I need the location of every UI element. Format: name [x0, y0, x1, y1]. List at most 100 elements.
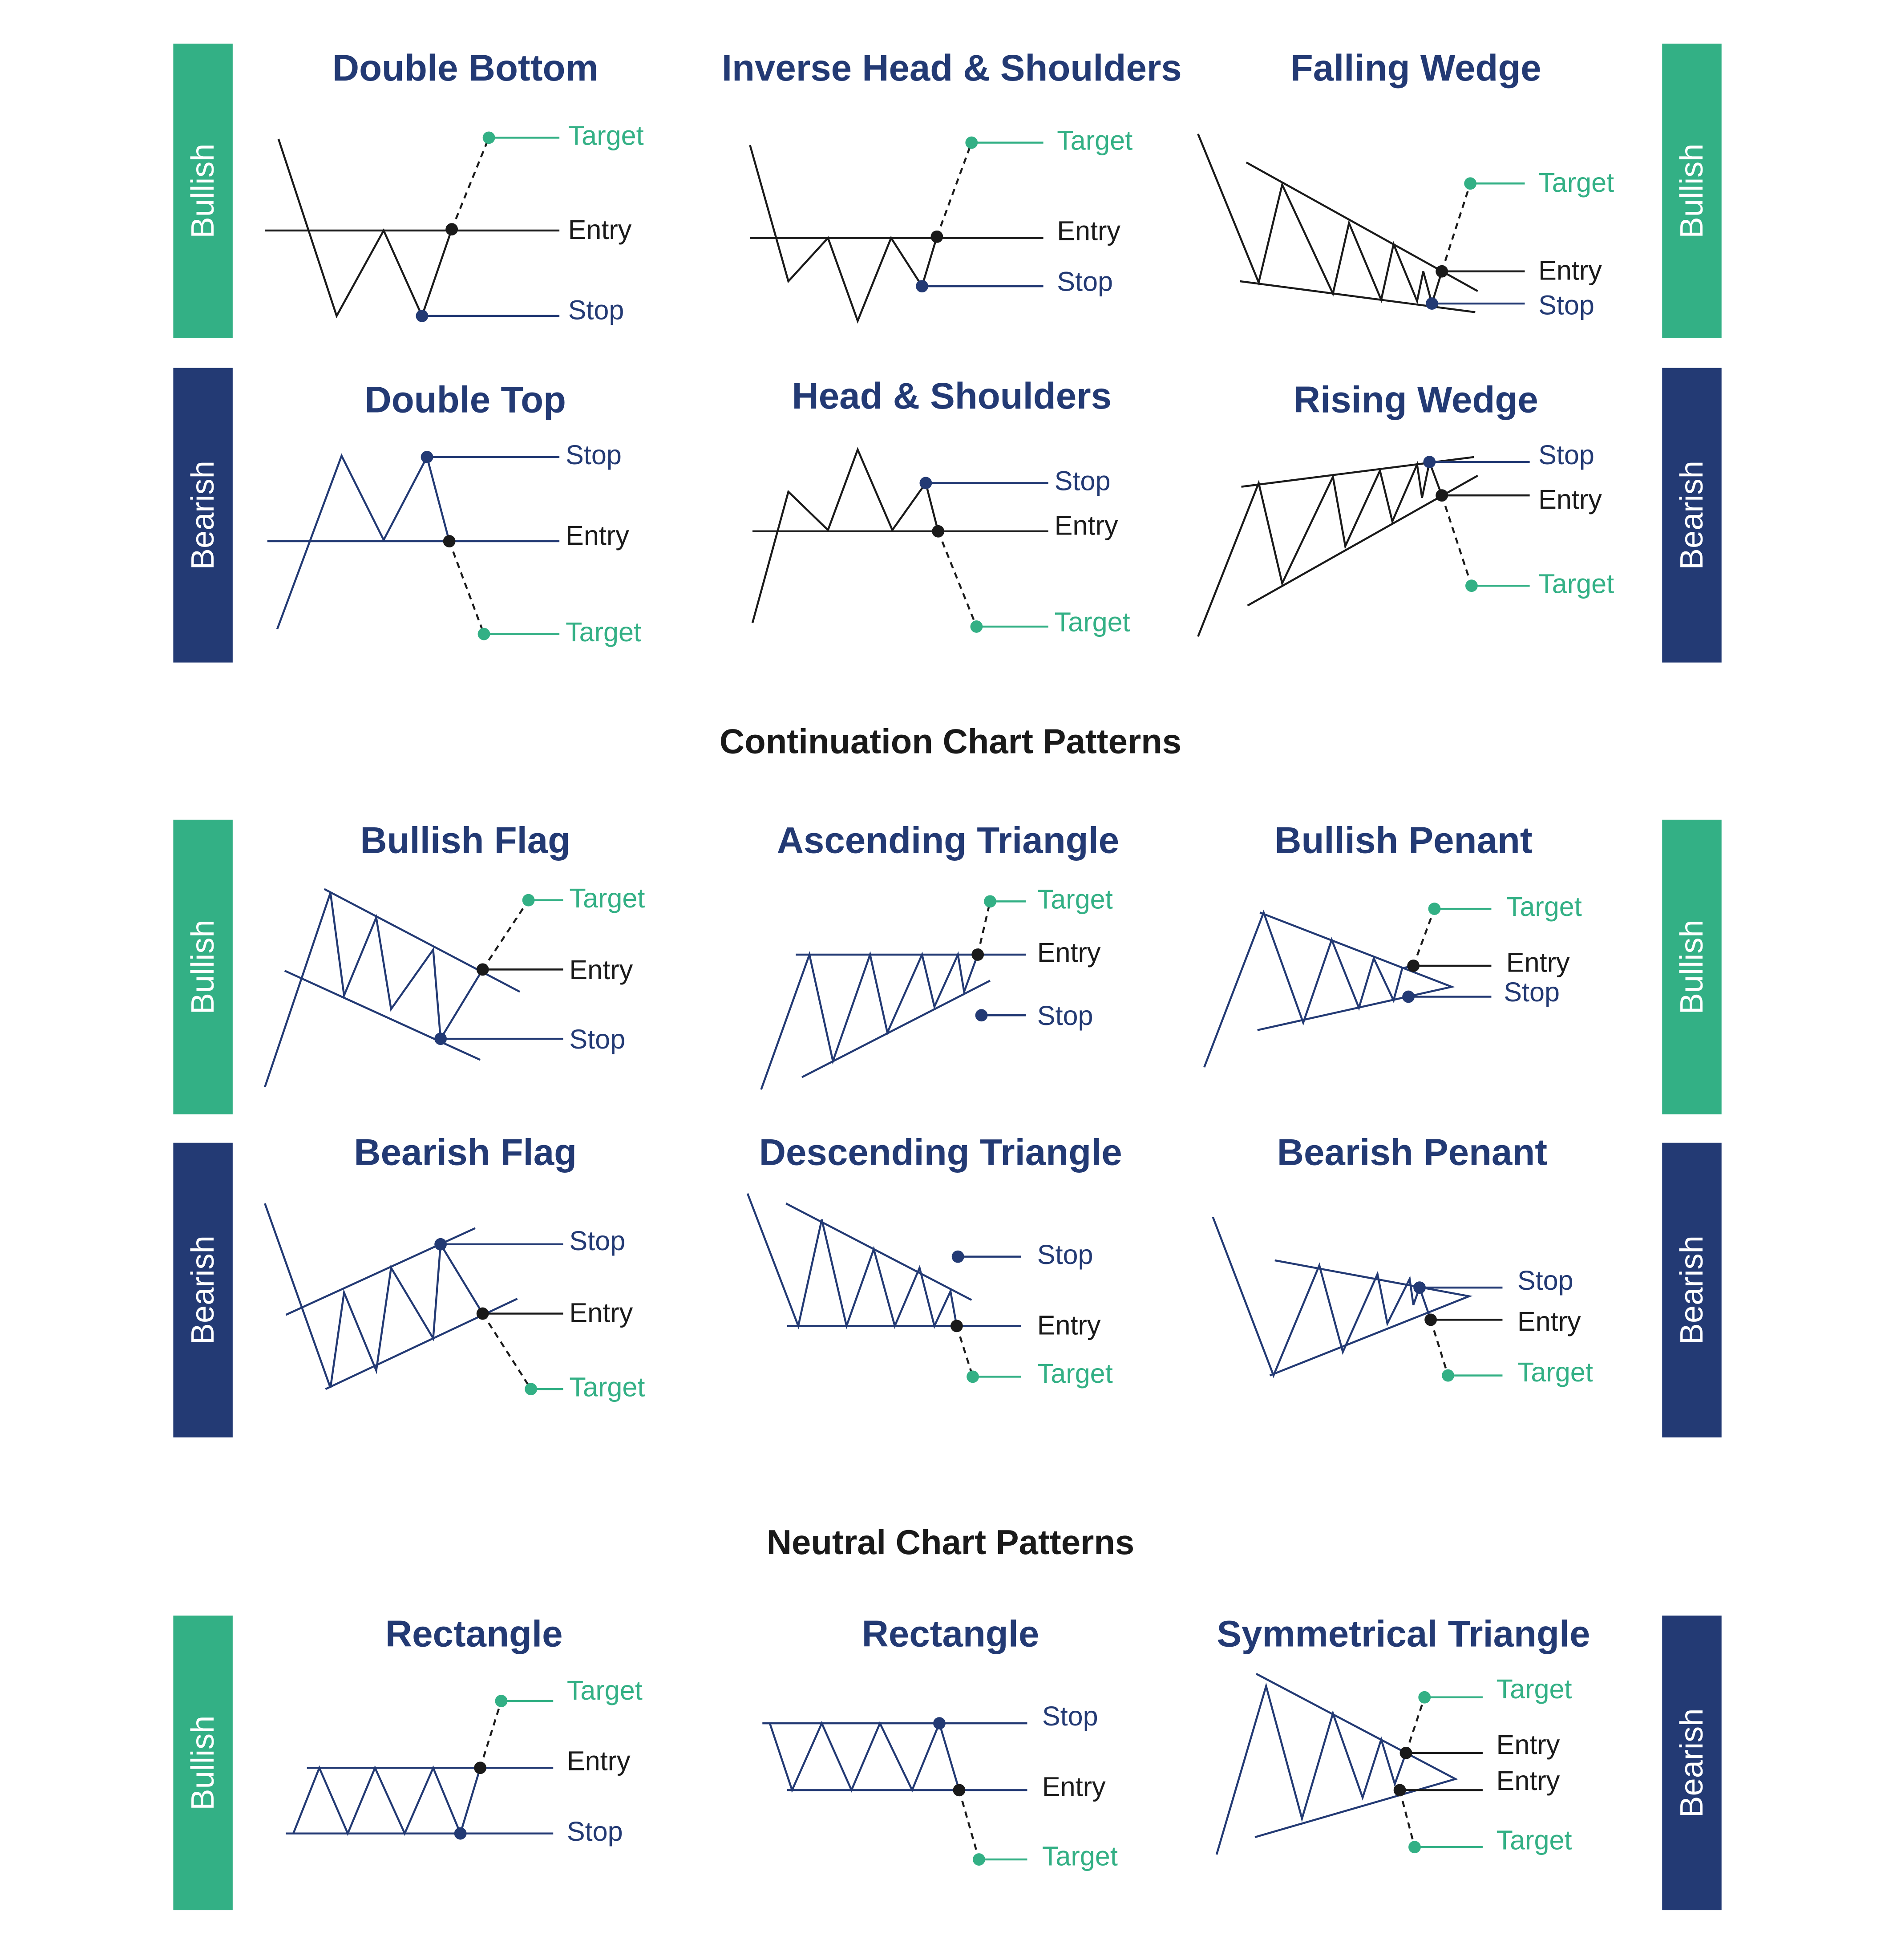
pattern-title: Symmetrical Triangle: [1217, 1612, 1590, 1654]
pattern-double-bottom: Double Bottom Target Entry Stop: [265, 47, 644, 325]
entry-dot: [445, 223, 458, 236]
section-heading-continuation: Continuation Chart Patterns: [720, 722, 1181, 761]
stop-dot: [933, 1717, 946, 1730]
entry-label: Entry: [567, 1745, 631, 1776]
target-projection: [1430, 1319, 1449, 1376]
target-projection: [1441, 183, 1472, 272]
target-label: Target: [569, 883, 645, 913]
pattern-title: Double Top: [364, 379, 566, 421]
stop-label: Stop: [1538, 440, 1594, 470]
band-right-label: Bullish: [1674, 143, 1710, 238]
target-projection-down: [1399, 1790, 1416, 1847]
target-label-lower: Target: [1497, 1825, 1572, 1855]
stop-dot: [1426, 297, 1438, 310]
price-line: [292, 1765, 481, 1837]
band-right-bg: [1662, 1142, 1722, 1438]
target-dot: [525, 1383, 538, 1396]
triangle-outline: [1254, 1672, 1458, 1839]
stop-dot: [1423, 456, 1436, 468]
pattern-rising-wedge: Rising Wedge Stop Entry Target: [1197, 379, 1614, 637]
target-dot: [967, 1370, 979, 1383]
target-label: Target: [1037, 1358, 1113, 1389]
stop-dot: [416, 309, 429, 322]
price-line: [1197, 134, 1443, 308]
target-projection: [1412, 908, 1436, 966]
stop-dot: [916, 280, 928, 293]
entry-label: Entry: [1037, 937, 1101, 968]
entry-dot: [1436, 489, 1448, 502]
pattern-title: Falling Wedge: [1290, 47, 1541, 89]
price-line: [1203, 910, 1414, 1068]
pattern-title: Double Bottom: [332, 47, 599, 89]
pattern-bearish-flag: Bearish Flag Stop Entry Target: [264, 1131, 645, 1402]
entry-dot-upper: [1399, 1746, 1412, 1759]
stop-label: Stop: [1057, 267, 1113, 297]
target-label: Target: [568, 121, 644, 151]
target-label: Target: [566, 617, 641, 647]
stop-label: Stop: [1538, 290, 1594, 320]
stop-label: Stop: [1504, 977, 1560, 1007]
stop-label: Stop: [567, 1816, 623, 1847]
pattern-ascending-triangle: Ascending Triangle Target Entry Stop: [760, 819, 1119, 1090]
entry-dot: [474, 1762, 487, 1774]
entry-label: Entry: [1538, 484, 1602, 514]
band-left-label: Bearish: [185, 1235, 221, 1344]
target-label-upper: Target: [1497, 1674, 1572, 1704]
target-projection: [955, 1325, 974, 1377]
price-line: [1212, 1216, 1432, 1378]
band-left-label: Bullish: [185, 919, 221, 1014]
pattern-double-top: Double Top Stop Entry Target: [267, 379, 641, 647]
target-label: Target: [1517, 1357, 1593, 1387]
stop-label: Stop: [569, 1226, 625, 1256]
band-right-label: Bearish: [1674, 1709, 1710, 1818]
pattern-title: Bullish Penant: [1274, 819, 1532, 861]
entry-label: Entry: [1517, 1306, 1581, 1336]
entry-dot: [476, 1307, 489, 1320]
target-label: Target: [1057, 126, 1133, 156]
pattern-bullish-flag: Bullish Flag Target Entry Stop: [264, 819, 645, 1088]
pattern-bearish-penant: Bearish Penant Stop Entry Target: [1212, 1131, 1593, 1387]
target-dot: [984, 895, 996, 908]
pennant-outline: [1257, 911, 1456, 1031]
price-line: [768, 1720, 960, 1793]
entry-dot: [930, 230, 943, 243]
target-dot: [965, 136, 978, 149]
price-line: [760, 951, 979, 1090]
target-projection: [451, 137, 490, 230]
band-reversal-bullish: Bullish Bullish: [173, 43, 1722, 338]
stop-dot: [1402, 990, 1415, 1003]
rising-support: [801, 980, 991, 1078]
band-right-bg: [1662, 819, 1722, 1114]
band-left-bg: [173, 1616, 233, 1911]
target-projection: [481, 1313, 532, 1390]
target-dot: [477, 628, 490, 640]
band-continuation-bullish: Bullish Bullish: [173, 819, 1722, 1114]
pattern-rectangle-bearish: Rectangle Stop Entry Target: [762, 1612, 1118, 1871]
band-left-label: Bearish: [185, 461, 221, 570]
target-label: Target: [1538, 568, 1614, 599]
stop-label: Stop: [1517, 1265, 1573, 1296]
price-line: [264, 892, 484, 1088]
stop-dot: [1413, 1281, 1426, 1294]
entry-label: Entry: [568, 215, 632, 245]
entry-dot: [950, 1320, 963, 1332]
band-left-bg: [173, 819, 233, 1114]
band-right-bg: [1662, 43, 1722, 338]
entry-label: Entry: [1055, 510, 1118, 541]
price-line: [277, 138, 453, 319]
band-right-bg: [1662, 1616, 1722, 1911]
price-line: [751, 447, 939, 624]
entry-dot: [1436, 265, 1448, 278]
entry-label: Entry: [569, 955, 633, 985]
band-left-bg: [173, 1142, 233, 1438]
price-line: [276, 453, 450, 630]
entry-dot: [476, 963, 489, 976]
price-line: [1197, 458, 1443, 637]
target-label: Target: [569, 1372, 645, 1402]
target-projection: [937, 530, 978, 627]
target-dot: [495, 1695, 508, 1707]
pattern-title: Descending Triangle: [759, 1131, 1122, 1173]
band-left-bg: [173, 43, 233, 338]
band-left-label: Bullish: [185, 143, 221, 238]
pattern-rectangle-bullish: Rectangle Target Entry Stop: [286, 1612, 643, 1847]
